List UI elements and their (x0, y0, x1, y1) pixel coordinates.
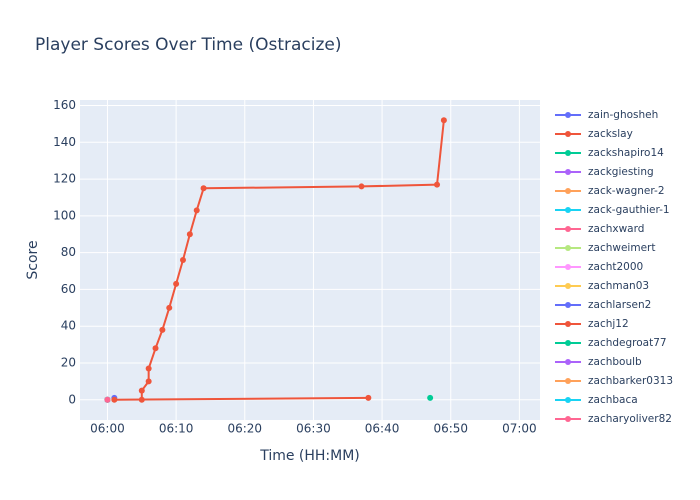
legend-label: zackslay (588, 128, 633, 140)
legend-label: zachman03 (588, 280, 649, 292)
x-tick-label: 06:40 (365, 422, 400, 436)
point (152, 345, 159, 352)
legend-label: zack-gauthier-1 (588, 204, 670, 216)
legend-label: zacht2000 (588, 261, 643, 273)
legend-label: zachxward (588, 223, 644, 235)
y-tick-label: 120 (53, 172, 76, 186)
y-tick-label: 20 (61, 355, 76, 369)
y-tick-label: 140 (53, 135, 76, 149)
legend-marker (565, 131, 571, 137)
point (159, 326, 166, 333)
point (440, 117, 447, 124)
series-line (114, 396, 369, 401)
y-tick-label: 60 (61, 282, 76, 296)
plot-area (80, 100, 540, 420)
point (193, 207, 200, 214)
x-tick-label: 07:00 (502, 422, 537, 436)
legend-marker (565, 207, 571, 213)
legend-label: zachboulb (588, 356, 642, 368)
legend-marker (565, 169, 571, 175)
y-tick-label: 40 (61, 319, 76, 333)
point (145, 378, 152, 385)
legend-label: zack-wagner-2 (588, 185, 665, 197)
legend-marker (565, 150, 571, 156)
legend-marker (565, 359, 571, 365)
legend-marker (565, 302, 571, 308)
point (427, 394, 434, 401)
legend-label: zain-ghosheh (588, 109, 658, 121)
legend-marker (565, 112, 571, 118)
legend-marker (565, 378, 571, 384)
legend-label: zacharyoliver82 (588, 413, 672, 425)
legend-marker (565, 245, 571, 251)
x-tick-label: 06:10 (159, 422, 194, 436)
x-tick-label: 06:20 (227, 422, 262, 436)
point (111, 396, 118, 403)
chart-title: Player Scores Over Time (Ostracize) (35, 35, 342, 55)
legend-label: zachweimert (588, 242, 655, 254)
point (145, 365, 152, 372)
y-tick-label: 0 (68, 392, 76, 406)
x-tick-label: 06:50 (433, 422, 468, 436)
legend-label: zachdegroat77 (588, 337, 667, 349)
plot (104, 117, 447, 403)
legend-label: zachbaca (588, 394, 638, 406)
point (365, 394, 372, 401)
legend-label: zachbarker0313 (588, 375, 673, 387)
legend-marker (565, 340, 571, 346)
point (104, 396, 111, 403)
legend-marker (565, 226, 571, 232)
y-tick-label: 100 (53, 208, 76, 222)
point (186, 231, 193, 238)
legend-marker (565, 397, 571, 403)
point (173, 280, 180, 287)
x-tick-label: 06:30 (296, 422, 331, 436)
legend-label: zackgiesting (588, 166, 654, 178)
legend-marker (565, 188, 571, 194)
legend-marker (565, 283, 571, 289)
legend-marker (565, 416, 571, 422)
x-tick-label: 06:00 (90, 422, 125, 436)
y-axis-title: Score (25, 240, 41, 279)
y-tick-label: 160 (53, 98, 76, 112)
legend: zain-ghosheh zackslay zackshapiro14 zackgie… (555, 109, 673, 425)
point (138, 387, 145, 394)
legend-label: zackshapiro14 (588, 147, 664, 159)
y-tick-label: 80 (61, 245, 76, 259)
point (179, 257, 186, 263)
legend-marker (565, 264, 571, 270)
legend-label: zachj12 (588, 318, 629, 330)
point (358, 183, 365, 190)
point (166, 304, 173, 311)
point (434, 181, 441, 188)
grid (80, 100, 540, 420)
point (200, 185, 207, 192)
legend-marker (565, 321, 571, 327)
x-axis-title: Time (HH:MM) (259, 448, 360, 464)
legend-label: zachlarsen2 (588, 299, 651, 311)
